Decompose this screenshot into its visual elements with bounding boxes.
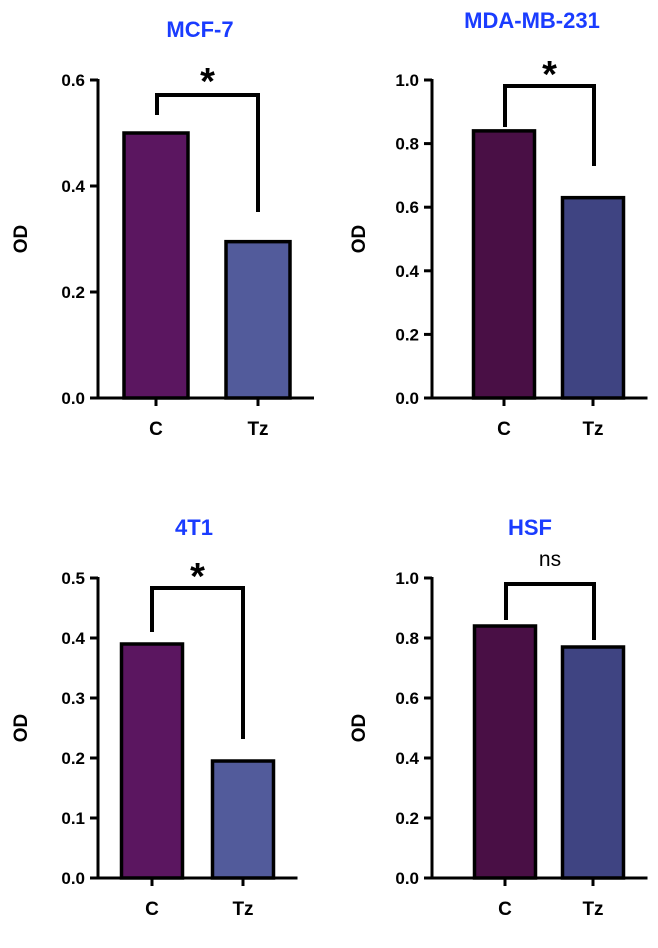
significance-bracket [155, 93, 260, 212]
chart-title: MCF-7 [166, 17, 233, 42]
y-axis-label: OD [11, 714, 32, 743]
y-tick-label: 1.0 [395, 71, 419, 90]
x-tick-label: C [149, 419, 163, 440]
significance-label: * [190, 556, 205, 598]
bar-c [122, 131, 190, 400]
y-tick-label: 0.3 [61, 689, 85, 708]
y-tick-label: 0.0 [395, 389, 419, 408]
significance-bracket [503, 84, 596, 166]
y-tick-label: 0.2 [61, 283, 85, 302]
y-tick-label: 0.2 [395, 809, 419, 828]
chart-title: MDA-MB-231 [464, 8, 600, 33]
y-axis-label: OD [349, 714, 370, 743]
significance-label: ns [539, 548, 561, 571]
x-tick-label: C [498, 899, 512, 920]
bar-tz [560, 195, 626, 400]
x-tick-label: Tz [247, 419, 268, 440]
bar-c [119, 642, 185, 880]
y-tick-label: 0.2 [395, 325, 419, 344]
chart-title: HSF [508, 515, 552, 540]
x-tick-label: C [145, 899, 159, 920]
y-tick-label: 0.6 [395, 198, 419, 217]
y-tick-label: 0.8 [395, 135, 419, 154]
bar-c [471, 129, 537, 400]
y-tick-label: 0.4 [61, 177, 85, 196]
y-tick-label: 0.4 [395, 262, 419, 281]
bar-tz [210, 759, 276, 880]
bar-c [472, 624, 538, 880]
y-tick-label: 0.8 [395, 629, 419, 648]
significance-label: * [200, 61, 215, 103]
y-tick-label: 0.6 [395, 689, 419, 708]
chart-panel-4: HSF OD 0.0 0.2 0.4 0.6 0.8 1.0 C Tz ns [349, 515, 648, 920]
x-tick-label: C [497, 419, 511, 440]
y-tick-label: 0.1 [61, 809, 85, 828]
chart-panel-2: MDA-MB-231 OD 0.0 0.2 0.4 0.6 0.8 1.0 C Tz * [349, 8, 648, 440]
y-tick-label: 0.6 [61, 71, 85, 90]
y-tick-label: 0.4 [395, 749, 419, 768]
significance-bracket [150, 586, 245, 739]
x-tick-label: Tz [232, 899, 253, 920]
y-axis-label: OD [349, 225, 370, 254]
y-tick-label: 0.0 [61, 389, 85, 408]
significance-label: * [542, 54, 557, 96]
chart-title: 4T1 [175, 515, 213, 540]
y-tick-label: 0.4 [61, 629, 85, 648]
significance-bracket [504, 582, 596, 640]
chart-panel-3: 4T1 OD 0.0 0.1 0.2 0.3 0.4 0.5 C Tz * [11, 515, 298, 920]
y-tick-label: 0.5 [61, 569, 85, 588]
y-axis-label: OD [11, 225, 32, 254]
bar-tz [560, 645, 626, 880]
x-tick-label: Tz [582, 899, 603, 920]
chart-panel-1: MCF-7 OD 0.0 0.2 0.4 0.6 C Tz * [11, 17, 314, 440]
x-tick-label: Tz [582, 419, 603, 440]
y-tick-label: 1.0 [395, 569, 419, 588]
bar-tz [224, 239, 292, 400]
y-tick-label: 0.2 [61, 749, 85, 768]
y-tick-label: 0.0 [395, 869, 419, 888]
y-tick-label: 0.0 [61, 869, 85, 888]
